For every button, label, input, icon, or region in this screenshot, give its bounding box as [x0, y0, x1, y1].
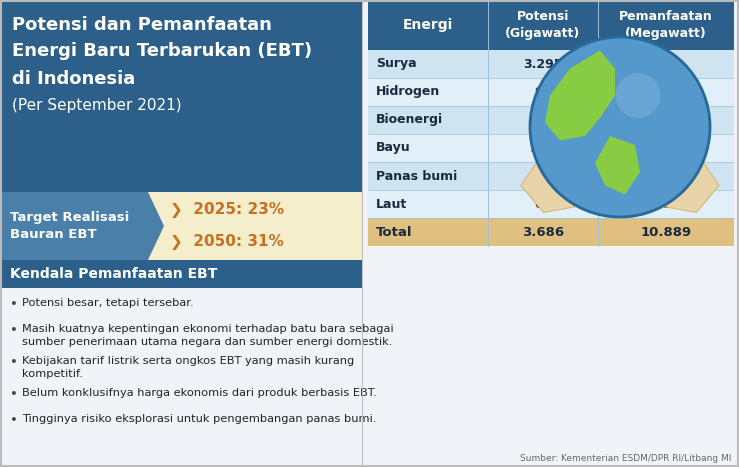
- Polygon shape: [148, 192, 164, 260]
- Polygon shape: [545, 50, 615, 141]
- FancyBboxPatch shape: [0, 260, 362, 288]
- FancyBboxPatch shape: [368, 0, 734, 50]
- Text: Hidrogen: Hidrogen: [376, 85, 440, 99]
- Text: 60: 60: [534, 198, 552, 211]
- Text: Laut: Laut: [376, 198, 407, 211]
- Text: 0: 0: [661, 198, 670, 211]
- Text: di Indonesia: di Indonesia: [12, 70, 135, 88]
- Text: Bayu: Bayu: [376, 142, 411, 155]
- FancyBboxPatch shape: [368, 162, 734, 190]
- Text: Masih kuatnya kepentingan ekonomi terhadap batu bara sebagai
sumber penerimaan u: Masih kuatnya kepentingan ekonomi terhad…: [22, 324, 394, 347]
- Text: Kebijakan tarif listrik serta ongkos EBT yang masih kurang
kompetitif.: Kebijakan tarif listrik serta ongkos EBT…: [22, 356, 354, 379]
- Text: Panas bumi: Panas bumi: [376, 170, 457, 183]
- Text: Total: Total: [376, 226, 412, 239]
- FancyBboxPatch shape: [0, 288, 362, 467]
- Text: 57: 57: [534, 113, 552, 127]
- Text: Energi Baru Terbarukan (EBT): Energi Baru Terbarukan (EBT): [12, 42, 312, 60]
- FancyBboxPatch shape: [0, 0, 362, 192]
- Text: Kendala Pemanfaatan EBT: Kendala Pemanfaatan EBT: [10, 267, 217, 281]
- Text: •: •: [10, 324, 18, 337]
- Text: Sumber: Kementerian ESDM/DPR RI/Litbang MI: Sumber: Kementerian ESDM/DPR RI/Litbang …: [520, 454, 731, 463]
- Text: 10.889: 10.889: [641, 226, 692, 239]
- Text: Tingginya risiko eksplorasi untuk pengembangan panas bumi.: Tingginya risiko eksplorasi untuk pengem…: [22, 414, 376, 424]
- Text: •: •: [10, 298, 18, 311]
- Polygon shape: [629, 141, 719, 212]
- FancyBboxPatch shape: [368, 106, 734, 134]
- Circle shape: [530, 37, 710, 217]
- Text: 3.295: 3.295: [523, 57, 563, 71]
- Text: 155: 155: [530, 142, 556, 155]
- Text: •: •: [10, 356, 18, 369]
- Text: Surya: Surya: [376, 57, 417, 71]
- Text: •: •: [10, 388, 18, 401]
- FancyBboxPatch shape: [148, 192, 362, 260]
- Text: 24: 24: [534, 170, 552, 183]
- Text: 6.432: 6.432: [646, 85, 686, 99]
- Text: 194: 194: [653, 57, 679, 71]
- Text: Potensi besar, tetapi tersebar.: Potensi besar, tetapi tersebar.: [22, 298, 194, 308]
- Text: Belum konklusifnya harga ekonomis dari produk berbasis EBT.: Belum konklusifnya harga ekonomis dari p…: [22, 388, 377, 398]
- Text: Bioenergi: Bioenergi: [376, 113, 443, 127]
- FancyBboxPatch shape: [368, 78, 734, 106]
- Text: 95: 95: [534, 85, 552, 99]
- Text: Potensi
(Gigawatt): Potensi (Gigawatt): [505, 10, 581, 40]
- Text: Energi: Energi: [403, 18, 453, 32]
- FancyBboxPatch shape: [368, 50, 734, 78]
- Text: ❯  2050: 31%: ❯ 2050: 31%: [170, 234, 284, 250]
- FancyBboxPatch shape: [368, 190, 734, 218]
- Text: 3.686: 3.686: [522, 226, 564, 239]
- Circle shape: [616, 73, 661, 118]
- Text: Pemanfaatan
(Megawatt): Pemanfaatan (Megawatt): [619, 10, 713, 40]
- FancyBboxPatch shape: [0, 192, 148, 260]
- Text: •: •: [10, 414, 18, 427]
- Polygon shape: [595, 136, 640, 194]
- FancyBboxPatch shape: [368, 218, 734, 246]
- Text: Potensi dan Pemanfaatan: Potensi dan Pemanfaatan: [12, 16, 272, 34]
- Text: 2.186: 2.186: [646, 170, 686, 183]
- Text: ❯  2025: 23%: ❯ 2025: 23%: [170, 202, 284, 219]
- Text: (Per September 2021): (Per September 2021): [12, 98, 182, 113]
- Polygon shape: [521, 141, 611, 212]
- Text: Target Realisasi
Bauran EBT: Target Realisasi Bauran EBT: [10, 211, 129, 241]
- FancyBboxPatch shape: [368, 134, 734, 162]
- Text: 154: 154: [653, 142, 679, 155]
- Text: 1.923: 1.923: [646, 113, 686, 127]
- FancyBboxPatch shape: [368, 0, 734, 246]
